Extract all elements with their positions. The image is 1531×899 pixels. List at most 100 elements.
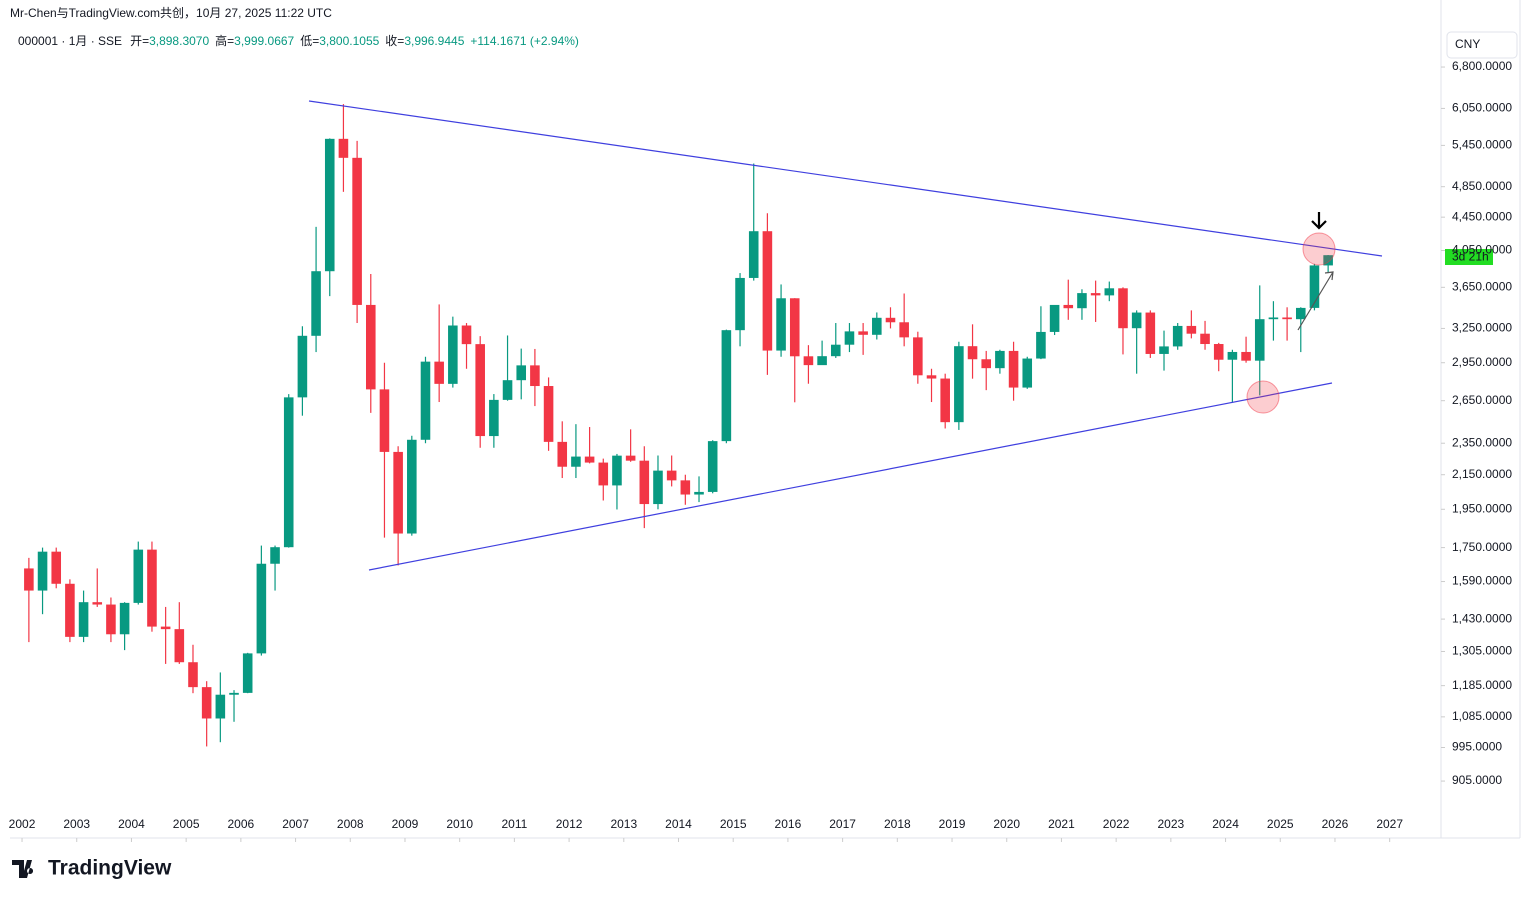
candle-body	[639, 460, 650, 505]
x-tick-label: 2007	[282, 817, 309, 831]
x-tick-label: 2022	[1103, 817, 1130, 831]
candle-body	[981, 359, 992, 369]
candle-body	[1241, 351, 1251, 361]
candle-body	[1063, 304, 1074, 309]
candle-body	[899, 322, 909, 338]
candle-body	[653, 470, 663, 505]
field-value: 3,800.1055	[319, 34, 379, 48]
field-value: 3,999.0667	[234, 34, 294, 48]
currency: CNY	[1455, 37, 1480, 51]
candle-body	[1104, 288, 1115, 296]
candle-body	[967, 346, 978, 360]
candle-body	[461, 325, 472, 345]
candle-body	[721, 330, 732, 442]
candle-body	[1295, 307, 1306, 320]
logo-text: TradingView	[48, 857, 172, 880]
y-tick-label: 905.0000	[1452, 773, 1502, 787]
x-tick-label: 2003	[63, 817, 90, 831]
candle-body	[297, 335, 308, 398]
candle-body	[625, 455, 636, 461]
legend-line: 000001 · 1月 · SSE 开=3,898.3070 高=3,999.066…	[18, 33, 579, 48]
x-tick-label: 2005	[173, 817, 200, 831]
highlight-circle[interactable]	[1246, 380, 1280, 414]
candle-body	[1213, 344, 1224, 360]
trendline-upper[interactable]	[308, 100, 1383, 257]
y-tick-label: 2,150.0000	[1452, 467, 1512, 481]
trendline-lower[interactable]	[368, 382, 1333, 571]
candle-body	[1172, 325, 1183, 347]
candle-body	[1282, 317, 1292, 320]
candle-body	[229, 692, 239, 695]
candle-body	[1118, 288, 1128, 329]
candle-body	[1254, 319, 1265, 361]
x-tick-label: 2025	[1267, 817, 1294, 831]
x-tick-label: 2012	[556, 817, 583, 831]
x-tick-label: 2017	[829, 817, 856, 831]
candle-body	[995, 350, 1005, 369]
candle-body	[51, 551, 62, 584]
y-tick-label: 1,430.0000	[1452, 611, 1512, 625]
candle-body	[242, 653, 253, 693]
candle-body	[448, 325, 458, 384]
candle-body	[92, 602, 103, 605]
field-label: 低=	[300, 34, 319, 48]
y-tick-label: 6,050.0000	[1452, 101, 1512, 115]
x-tick-label: 2023	[1157, 817, 1184, 831]
candle-body	[283, 397, 294, 548]
y-tick-label: 1,305.0000	[1452, 644, 1512, 658]
candle-body	[789, 298, 800, 357]
up-arrow	[1297, 271, 1334, 331]
candle-body	[1036, 331, 1046, 359]
candle-body	[502, 380, 513, 400]
y-tick-label: 995.0000	[1452, 740, 1502, 754]
x-tick-label: 2015	[720, 817, 747, 831]
highlight-circle[interactable]	[1302, 232, 1336, 266]
x-tick-label: 2026	[1322, 817, 1349, 831]
candle-body	[516, 365, 527, 381]
candle-body	[407, 439, 417, 534]
candle-body	[1008, 350, 1019, 388]
candle-body	[1323, 255, 1333, 266]
candle-body	[1200, 333, 1210, 345]
x-tick-label: 2013	[610, 817, 637, 831]
candle-body	[557, 441, 568, 467]
candle-body	[913, 337, 923, 376]
candle-body	[707, 441, 718, 492]
candle-body	[311, 271, 321, 336]
x-tick-label: 2018	[884, 817, 911, 831]
candle-body	[420, 361, 431, 440]
candle-body	[858, 331, 868, 335]
x-tick-label: 2009	[392, 817, 419, 831]
currency-box[interactable]	[1446, 31, 1518, 59]
field-label: 收=	[385, 34, 404, 48]
candle-body	[885, 317, 896, 323]
x-tick-label: 2002	[9, 817, 36, 831]
candle-body	[748, 231, 759, 278]
candle-body	[872, 317, 882, 335]
candle-body	[133, 549, 144, 603]
candle-body	[830, 344, 841, 357]
candle-body	[475, 344, 485, 437]
x-tick-label: 2010	[446, 817, 473, 831]
y-tick-label: 4,850.0000	[1452, 179, 1512, 193]
candle-body	[215, 694, 226, 719]
candle-body	[379, 389, 390, 452]
candle-body	[78, 602, 89, 637]
x-tick-label: 2004	[118, 817, 145, 831]
y-tick-label: 3,650.0000	[1452, 280, 1512, 294]
candle-body	[803, 356, 814, 366]
x-tick-label: 2006	[228, 817, 255, 831]
candle-body	[174, 629, 185, 663]
field-label: 开=	[130, 34, 149, 48]
x-tick-label: 2019	[939, 817, 966, 831]
candle-body	[530, 365, 540, 387]
candle-body	[926, 375, 937, 379]
candle-body	[393, 451, 403, 534]
candle-body	[680, 480, 691, 495]
candle-body	[352, 157, 362, 305]
countdown: 3d 21h	[1452, 250, 1489, 264]
symbol: 000001 · 1月 · SSE	[18, 34, 122, 48]
candle-body	[1145, 312, 1156, 354]
candle-body	[940, 378, 950, 423]
